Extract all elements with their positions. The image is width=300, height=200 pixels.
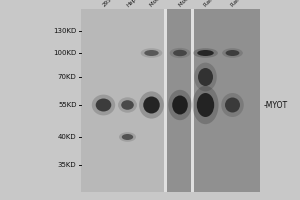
Ellipse shape <box>193 86 219 124</box>
Ellipse shape <box>141 48 162 58</box>
Ellipse shape <box>198 68 213 86</box>
Ellipse shape <box>221 93 244 117</box>
Bar <box>194 9 260 192</box>
Text: 293T: 293T <box>101 0 115 8</box>
Text: 70KD: 70KD <box>58 74 76 80</box>
Text: HepG2: HepG2 <box>125 0 142 8</box>
Ellipse shape <box>225 98 240 112</box>
Ellipse shape <box>197 93 214 117</box>
Ellipse shape <box>139 91 164 119</box>
Ellipse shape <box>168 90 192 120</box>
Ellipse shape <box>173 50 187 56</box>
Bar <box>81 9 260 192</box>
Ellipse shape <box>118 97 137 113</box>
Bar <box>164 9 167 192</box>
Text: Rat skeletal muscle: Rat skeletal muscle <box>203 0 245 8</box>
Text: -MYOT: -MYOT <box>264 100 288 110</box>
Ellipse shape <box>96 98 111 112</box>
Ellipse shape <box>119 132 136 142</box>
Text: 130KD: 130KD <box>53 28 76 34</box>
Ellipse shape <box>144 50 159 56</box>
Ellipse shape <box>143 97 160 114</box>
Ellipse shape <box>222 48 243 58</box>
Bar <box>190 9 194 192</box>
Text: Rat heart: Rat heart <box>230 0 252 8</box>
Ellipse shape <box>197 50 214 56</box>
Ellipse shape <box>172 96 188 114</box>
Ellipse shape <box>121 100 134 110</box>
Ellipse shape <box>193 48 218 58</box>
Text: 40KD: 40KD <box>58 134 76 140</box>
Text: 35KD: 35KD <box>58 162 76 168</box>
Bar <box>167 9 190 192</box>
Text: 100KD: 100KD <box>53 50 76 56</box>
Ellipse shape <box>170 48 190 58</box>
Ellipse shape <box>92 95 115 115</box>
Text: 55KD: 55KD <box>58 102 76 108</box>
Text: Mouse heart: Mouse heart <box>178 0 206 8</box>
Ellipse shape <box>122 134 133 140</box>
Text: Mouse skeletal muscle: Mouse skeletal muscle <box>149 0 197 8</box>
Ellipse shape <box>194 63 217 91</box>
Ellipse shape <box>226 50 239 56</box>
